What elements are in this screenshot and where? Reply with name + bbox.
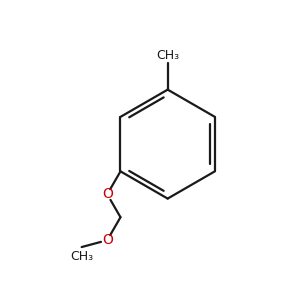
Text: O: O bbox=[102, 187, 113, 201]
Text: O: O bbox=[102, 233, 113, 247]
Text: CH₃: CH₃ bbox=[156, 49, 179, 62]
Text: CH₃: CH₃ bbox=[70, 250, 93, 263]
